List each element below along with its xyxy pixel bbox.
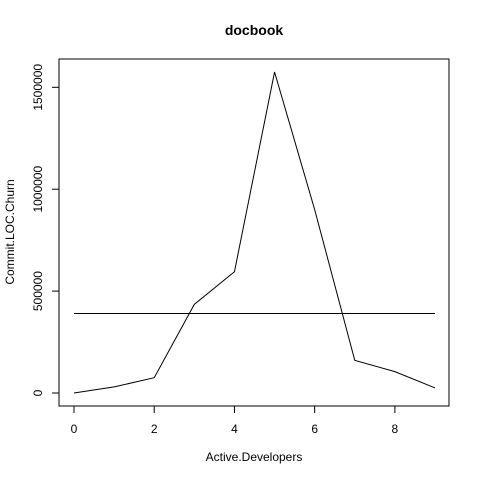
y-tick-label: 1500000: [31, 64, 45, 111]
x-tick-label: 8: [392, 422, 399, 436]
x-tick-label: 0: [71, 422, 78, 436]
x-tick-label: 6: [311, 422, 318, 436]
y-axis-label: Commit.LOC.Churn: [3, 179, 17, 284]
y-tick-label: 500000: [31, 271, 45, 311]
y-tick-label: 0: [31, 389, 45, 396]
x-tick-label: 4: [231, 422, 238, 436]
x-axis: 0 2 4 6 8: [71, 405, 399, 436]
y-axis: 0 500000 1000000 1500000: [31, 64, 60, 396]
plot-frame: [58, 58, 450, 407]
x-axis-label: Active.Developers: [206, 450, 303, 464]
series-line: [73, 71, 436, 394]
chart-title: docbook: [225, 22, 284, 38]
y-tick-label: 1000000: [31, 166, 45, 213]
x-tick-label: 2: [151, 422, 158, 436]
series-layer: [73, 71, 436, 394]
